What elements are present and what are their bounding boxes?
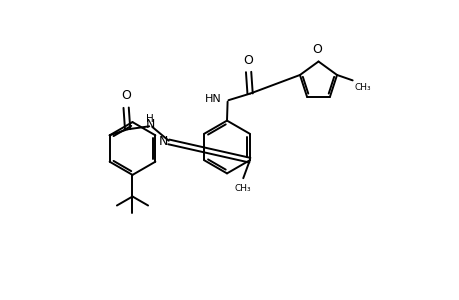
Text: H: H <box>146 114 154 124</box>
Text: O: O <box>121 89 131 102</box>
Text: N: N <box>145 118 155 131</box>
Text: O: O <box>311 43 321 56</box>
Text: CH₃: CH₃ <box>234 184 251 193</box>
Text: O: O <box>243 54 253 67</box>
Text: CH₃: CH₃ <box>353 83 370 92</box>
Text: HN: HN <box>205 94 221 104</box>
Text: N: N <box>158 135 168 148</box>
